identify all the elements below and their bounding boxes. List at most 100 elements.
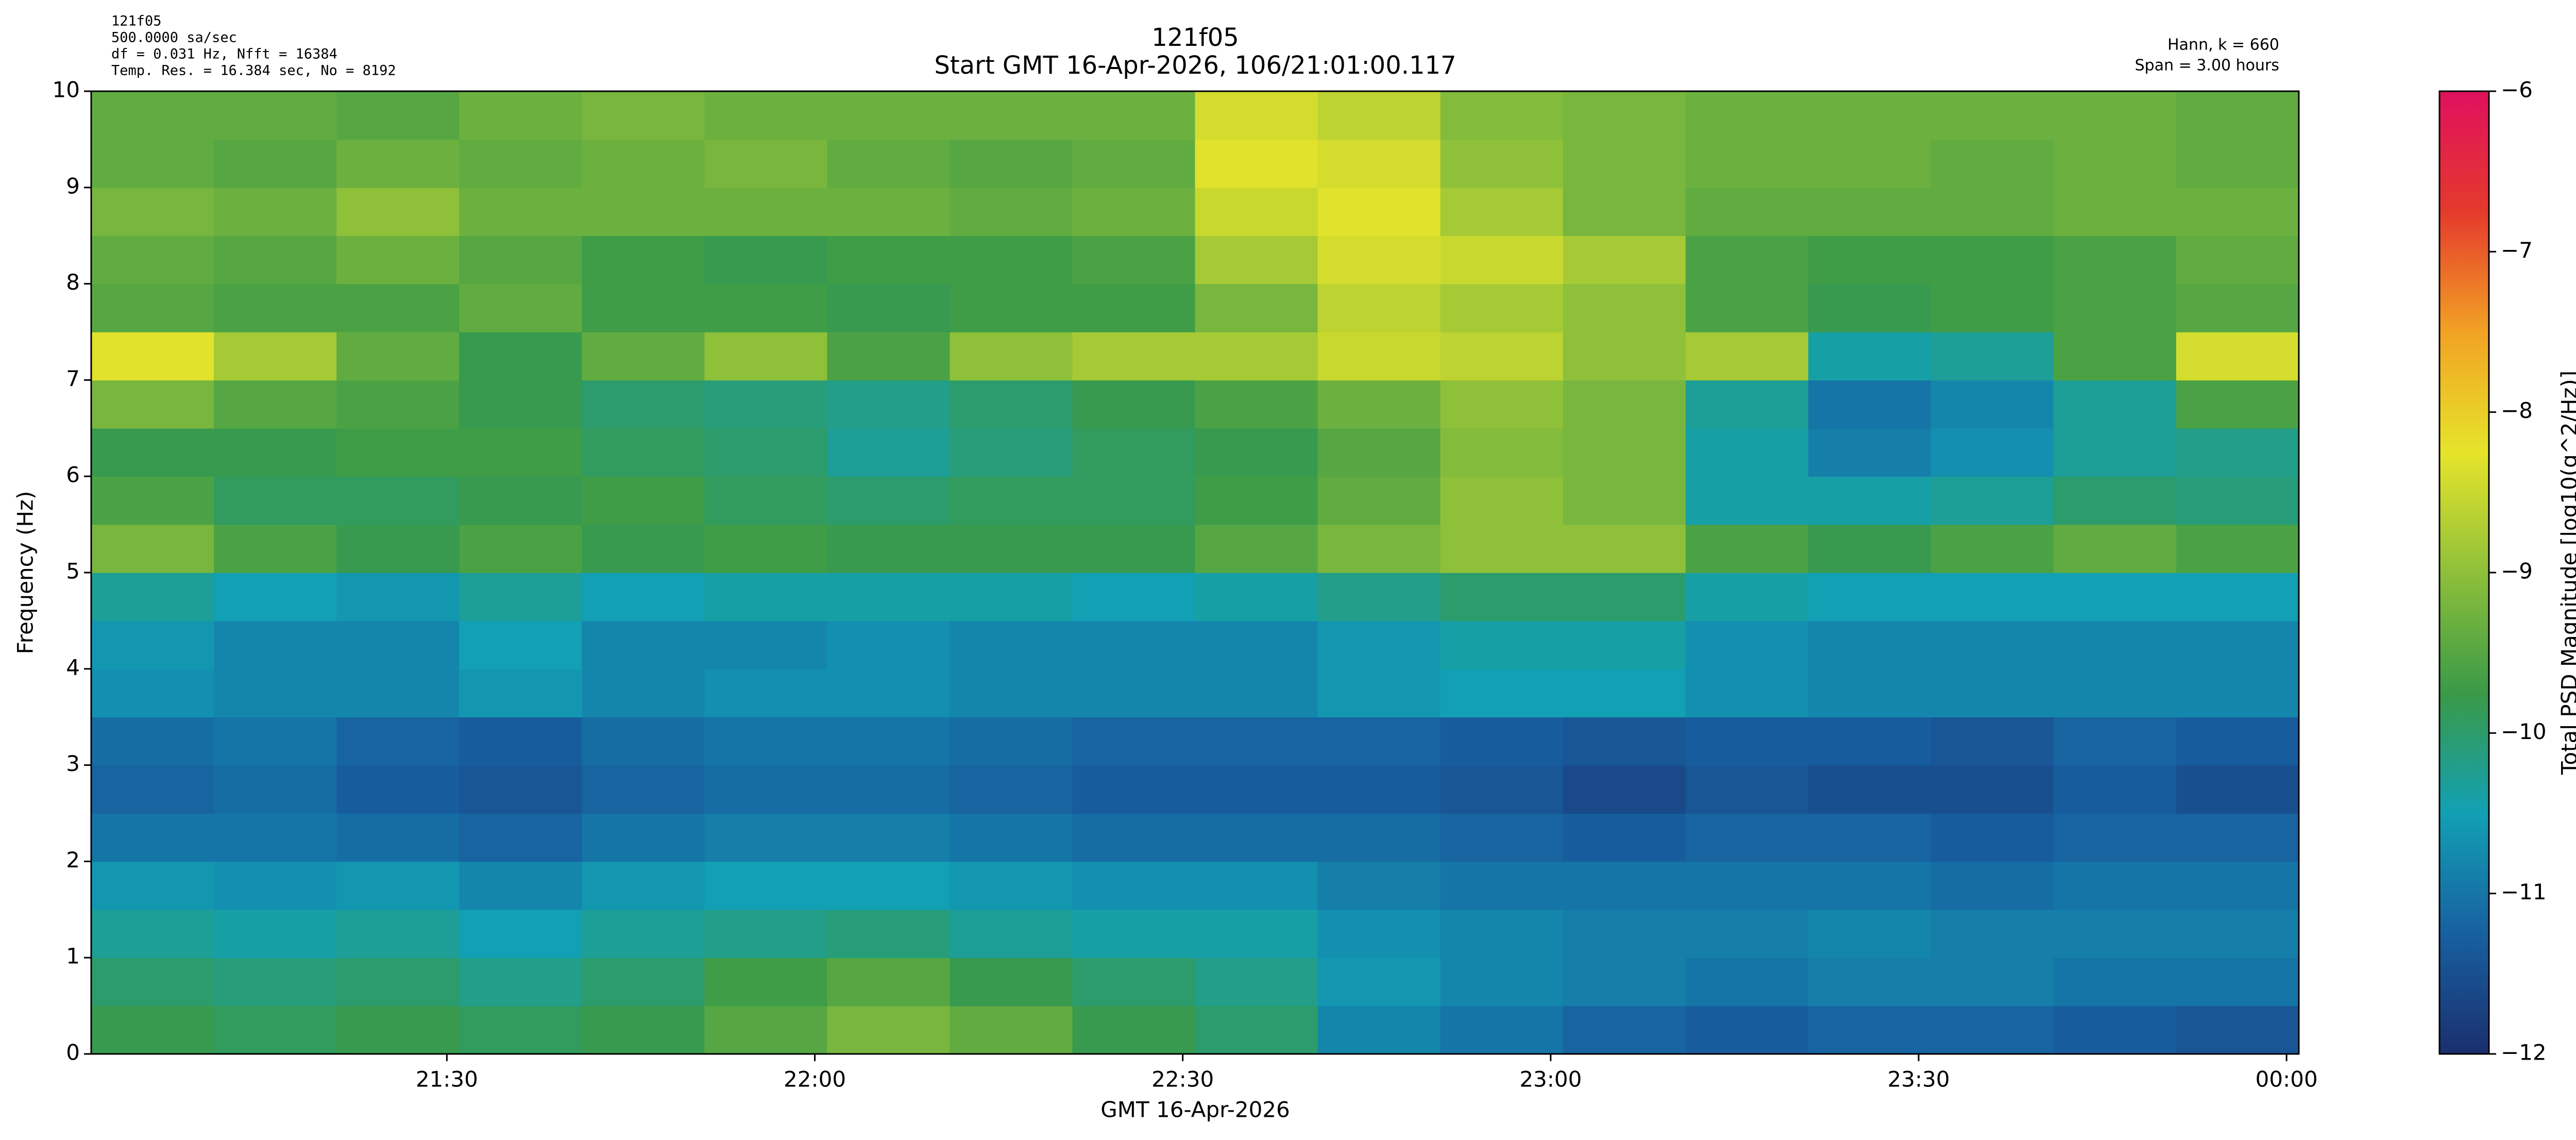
heat-cell bbox=[1563, 765, 1686, 814]
heat-cell bbox=[91, 380, 214, 429]
heat-cell bbox=[1563, 91, 1686, 140]
info-left: Temp. Res. = 16.384 sec, No = 8192 bbox=[111, 63, 396, 79]
heat-cell bbox=[1440, 476, 1564, 525]
heat-cell bbox=[2176, 813, 2299, 862]
heat-cell bbox=[827, 668, 951, 717]
heat-cell bbox=[459, 573, 583, 622]
heat-cell bbox=[1685, 958, 1809, 1007]
heat-cell bbox=[1808, 380, 1931, 429]
heat-cell bbox=[459, 813, 583, 862]
y-tick-label: 7 bbox=[66, 366, 80, 391]
heat-cell bbox=[1808, 813, 1931, 862]
heat-cell bbox=[1808, 765, 1931, 814]
heat-cell bbox=[1317, 236, 1441, 284]
heat-cell bbox=[1317, 668, 1441, 717]
heat-cell bbox=[1072, 187, 1196, 236]
heat-cell bbox=[950, 283, 1073, 332]
heat-cell bbox=[582, 524, 705, 573]
heat-cell bbox=[827, 621, 951, 669]
heat-cell bbox=[214, 909, 337, 958]
chart-subtitle: Start GMT 16-Apr-2026, 106/21:01:00.117 bbox=[934, 51, 1456, 80]
heat-cell bbox=[950, 765, 1073, 814]
heat-cell bbox=[336, 958, 460, 1007]
heat-cell bbox=[336, 332, 460, 381]
heat-cell bbox=[1930, 958, 2054, 1007]
heat-cell bbox=[1440, 958, 1564, 1007]
heat-cell bbox=[1685, 573, 1809, 622]
heat-cell bbox=[91, 621, 214, 669]
heat-cell bbox=[1317, 476, 1441, 525]
heat-cell bbox=[1808, 668, 1931, 717]
heat-cell bbox=[1195, 573, 1318, 622]
heat-cell bbox=[2053, 524, 2177, 573]
heat-cell bbox=[1195, 380, 1318, 429]
heat-cell bbox=[827, 524, 951, 573]
heat-cell bbox=[2176, 91, 2299, 140]
heat-cell bbox=[950, 813, 1073, 862]
heat-cell bbox=[1930, 187, 2054, 236]
heat-cell bbox=[336, 283, 460, 332]
heat-cell bbox=[91, 765, 214, 814]
heat-cell bbox=[2176, 861, 2299, 910]
heat-cell bbox=[336, 813, 460, 862]
heat-cell bbox=[1930, 813, 2054, 862]
heat-cell bbox=[1930, 524, 2054, 573]
heat-cell bbox=[1563, 861, 1686, 910]
heat-cell bbox=[214, 813, 337, 862]
heat-cell bbox=[1808, 621, 1931, 669]
heat-cell bbox=[91, 283, 214, 332]
heat-cell bbox=[582, 813, 705, 862]
heat-cell bbox=[1685, 236, 1809, 284]
heat-cell bbox=[1685, 668, 1809, 717]
heat-cell bbox=[1808, 332, 1931, 381]
heat-cell bbox=[1195, 524, 1318, 573]
x-tick-label: 22:30 bbox=[1151, 1067, 1214, 1092]
heat-cell bbox=[704, 813, 828, 862]
heat-cell bbox=[336, 861, 460, 910]
heat-cell bbox=[2053, 861, 2177, 910]
heat-cell bbox=[2053, 332, 2177, 381]
heat-cell bbox=[1317, 765, 1441, 814]
heat-cell bbox=[1317, 909, 1441, 958]
heat-cell bbox=[582, 187, 705, 236]
heat-cell bbox=[2176, 524, 2299, 573]
heat-cell bbox=[2176, 428, 2299, 477]
heat-cell bbox=[2053, 717, 2177, 766]
heat-cell bbox=[336, 428, 460, 477]
heat-cell bbox=[459, 524, 583, 573]
heat-cell bbox=[1195, 139, 1318, 188]
heat-cell bbox=[459, 476, 583, 525]
heat-cell bbox=[582, 476, 705, 525]
heat-cell bbox=[704, 476, 828, 525]
heat-cell bbox=[1317, 428, 1441, 477]
heat-cell bbox=[2176, 765, 2299, 814]
heat-cell bbox=[582, 283, 705, 332]
heat-cell bbox=[214, 187, 337, 236]
heat-cell bbox=[582, 909, 705, 958]
heat-cell bbox=[2176, 621, 2299, 669]
heat-cell bbox=[214, 668, 337, 717]
heat-cell bbox=[2176, 573, 2299, 622]
heat-cell bbox=[214, 428, 337, 477]
heat-cell bbox=[459, 861, 583, 910]
heat-cell bbox=[1808, 428, 1931, 477]
heat-cell bbox=[214, 139, 337, 188]
heat-cell bbox=[1072, 668, 1196, 717]
heat-cell bbox=[1930, 428, 2054, 477]
heat-cell bbox=[1072, 283, 1196, 332]
heat-cell bbox=[1195, 91, 1318, 140]
heat-cell bbox=[459, 621, 583, 669]
heat-cell bbox=[1072, 332, 1196, 381]
heat-cell bbox=[1563, 573, 1686, 622]
heat-cell bbox=[1685, 909, 1809, 958]
heat-cell bbox=[214, 573, 337, 622]
heat-cell bbox=[91, 958, 214, 1007]
heat-cell bbox=[582, 236, 705, 284]
colorbar-label: Total PSD Magnitude [log10(g^2/Hz)] bbox=[2557, 371, 2576, 775]
heat-cell bbox=[827, 813, 951, 862]
heat-cell bbox=[704, 717, 828, 766]
heat-cell bbox=[1685, 139, 1809, 188]
heat-cell bbox=[2176, 283, 2299, 332]
heat-cell bbox=[1317, 813, 1441, 862]
heat-cell bbox=[1685, 765, 1809, 814]
